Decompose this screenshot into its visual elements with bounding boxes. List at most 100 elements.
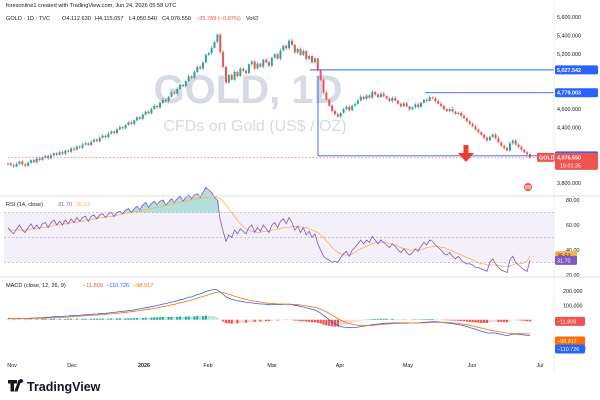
flag-icon[interactable] <box>524 183 532 191</box>
symbol-tag <box>537 152 555 162</box>
candle-body <box>224 66 227 83</box>
tradingview-logo[interactable]: TradingView <box>8 379 101 394</box>
candle-body <box>434 98 437 102</box>
candle-body <box>245 70 248 74</box>
macd-histogram-bar <box>500 319 503 322</box>
macd-histogram-bar <box>155 317 159 320</box>
candle-body <box>362 96 365 99</box>
macd-histogram-bar <box>173 317 176 320</box>
candle-body <box>230 74 233 80</box>
candle-body <box>302 51 305 55</box>
candle-body <box>213 42 216 48</box>
macd-histogram-bar <box>342 319 345 326</box>
macd-histogram-bar <box>55 318 58 320</box>
macd-histogram-bar <box>161 317 165 320</box>
macd-histogram-bar <box>308 319 311 322</box>
candle-body <box>47 156 50 159</box>
candle-body <box>75 146 78 150</box>
candle-body <box>144 111 147 115</box>
last-price-pill <box>555 152 598 170</box>
macd-histogram-bar <box>359 319 362 321</box>
macd-histogram-bar <box>425 319 428 320</box>
macd-histogram-bar <box>49 318 53 320</box>
candle-body <box>115 129 118 133</box>
candle-body <box>164 99 167 102</box>
time-axis[interactable]: Nov Dec 2026 Feb Mar Apr May Jun Jul <box>7 363 543 369</box>
candle-body <box>138 117 141 119</box>
macd-histogram-bar <box>299 319 302 322</box>
macd-histogram-bar <box>92 318 96 320</box>
candle-body <box>110 131 113 134</box>
candle-body <box>276 54 279 59</box>
macd-histogram-bar <box>204 315 208 320</box>
macd-histogram-bar <box>90 318 93 320</box>
rsi-panel[interactable]: 80.00 60.00 40.00 20.00 35.53 31.70 <box>4 186 580 280</box>
macd-histogram-bar <box>95 318 99 320</box>
macd-histogram-bar <box>193 316 196 320</box>
level-price-pill <box>555 88 598 98</box>
candle-body <box>259 63 262 67</box>
candle-body <box>311 56 314 63</box>
candle-body <box>210 47 213 54</box>
candle-body <box>184 81 187 87</box>
price-axis-tick: 4,400.000 <box>557 126 581 132</box>
candle-body <box>250 61 253 65</box>
candle-body <box>285 45 288 49</box>
macd-histogram-bar <box>118 318 122 320</box>
macd-histogram-bar <box>158 317 162 320</box>
candle-body <box>18 161 21 164</box>
macd-histogram-bar <box>313 319 317 323</box>
candle-body <box>247 64 250 74</box>
rsi-overbought-fill <box>118 187 219 213</box>
macd-histogram-bar <box>462 319 466 322</box>
macd-histogram-bar <box>267 319 271 322</box>
macd-histogram-bar <box>474 319 477 323</box>
candle-body <box>70 148 73 152</box>
candle-body <box>29 160 32 163</box>
time-axis-label: Apr <box>336 363 345 369</box>
price-panel[interactable]: 5,600.000 5,400.000 5,200.000 4,600.000 4,40… <box>6 15 598 187</box>
macd-histogram-bar <box>276 319 279 321</box>
macd-histogram-bar <box>391 318 394 320</box>
macd-panel[interactable]: 200.000100.000−200.000−11.809−98.917−110… <box>6 288 586 354</box>
candle-body <box>368 95 371 98</box>
candle-body <box>93 139 96 142</box>
macd-histogram-bar <box>98 318 101 320</box>
macd-histogram-bar <box>124 318 127 320</box>
macd-histogram-bar <box>379 318 383 320</box>
macd-histogram-bar <box>454 319 457 321</box>
candle-body <box>494 134 497 139</box>
macd-value-pill-label: −11.809 <box>557 319 576 325</box>
candle-body <box>305 51 308 59</box>
macd-histogram-bar <box>207 315 210 320</box>
candle-body <box>328 99 331 106</box>
candle-body <box>437 101 440 104</box>
macd-histogram-bar <box>130 318 133 320</box>
candle-body <box>474 126 477 130</box>
candle-body <box>50 155 53 159</box>
macd-histogram-bar <box>273 319 276 321</box>
macd-histogram-bar <box>230 319 233 324</box>
candle-body <box>136 117 139 121</box>
candle-body <box>124 125 127 129</box>
candle-body <box>219 34 222 53</box>
candle-body <box>313 58 316 63</box>
candle-body <box>127 122 130 126</box>
candle-body <box>465 118 468 122</box>
candle-body <box>402 103 405 107</box>
macd-axis-tick: 100.000 <box>563 303 583 309</box>
time-axis-label: 2026 <box>138 363 150 369</box>
candle-body <box>193 72 196 78</box>
price-axis-tick: 5,400.000 <box>557 34 581 40</box>
macd-histogram-bar <box>262 319 265 322</box>
macd-histogram-bar <box>480 319 483 323</box>
candle-body <box>176 88 179 94</box>
macd-histogram-bar <box>178 316 182 320</box>
macd-histogram-bar <box>523 319 526 321</box>
macd-histogram-bar <box>373 318 377 320</box>
macd-histogram-bar <box>328 319 331 326</box>
rsi-value-pill-label: 31.70 <box>557 258 571 264</box>
ohlc-open: O4,112.630 <box>62 16 91 22</box>
symbol-label[interactable]: GOLD · 1D · TVC <box>6 16 50 22</box>
macd-histogram-bar <box>87 318 90 320</box>
